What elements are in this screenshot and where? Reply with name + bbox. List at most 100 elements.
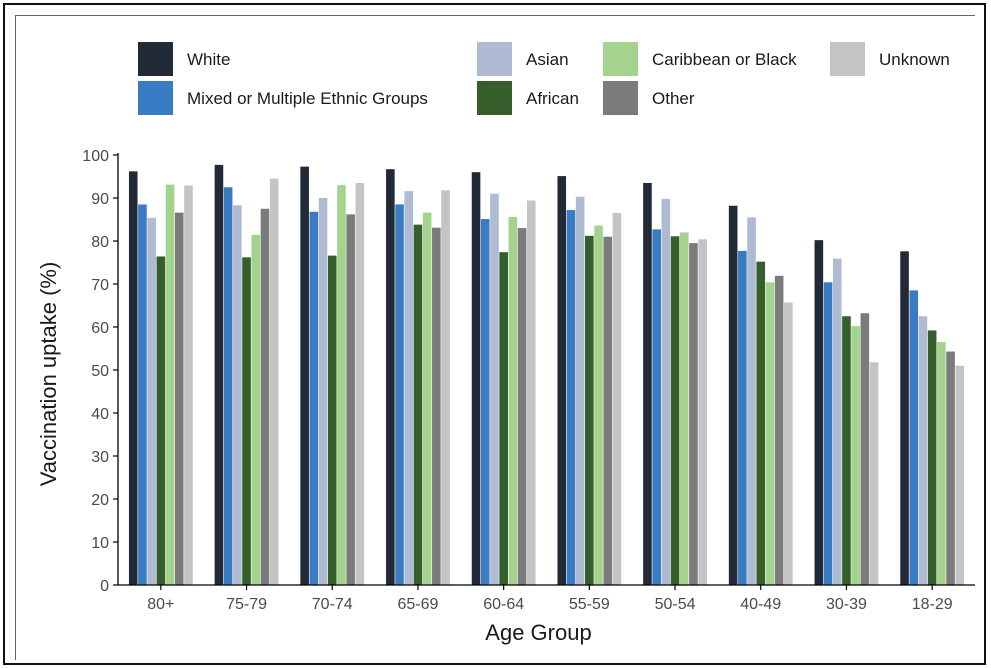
bar-caribbean-or-black-40-49 <box>765 282 775 585</box>
bar-mixed-or-multiple-ethnic-groups-70-74 <box>309 211 319 585</box>
bar-unknown-18-29 <box>955 365 965 585</box>
bar-mixed-or-multiple-ethnic-groups-30-39 <box>823 282 833 585</box>
bar-mixed-or-multiple-ethnic-groups-75-79 <box>223 187 233 585</box>
chart-legend: White Mixed or Multiple Ethnic Groups Asia… <box>138 42 950 115</box>
legend-label-african: African <box>526 89 579 108</box>
legend-swatch-unknown <box>830 42 865 76</box>
bar-white-60-64 <box>471 172 481 585</box>
bar-asian-50-54 <box>661 198 671 586</box>
bar-african-75-79 <box>242 257 251 585</box>
legend-swatch-other <box>603 81 638 115</box>
bar-white-75-79 <box>214 164 224 585</box>
x-tick-label: 70-74 <box>312 596 353 613</box>
y-tick-label: 70 <box>91 277 109 294</box>
bar-other-60-64 <box>517 228 527 585</box>
bar-african-55-59 <box>585 235 594 585</box>
legend-label-other: Other <box>652 89 695 108</box>
legend-swatch-asian <box>477 42 512 76</box>
bar-asian-55-59 <box>575 196 585 585</box>
y-tick-label: 100 <box>82 148 109 165</box>
bar-caribbean-or-black-80 <box>165 184 175 586</box>
bar-white-55-59 <box>557 176 567 585</box>
bar-unknown-55-59 <box>612 213 622 586</box>
legend-label-asian: Asian <box>526 50 569 69</box>
y-tick-label: 40 <box>91 406 109 423</box>
y-tick-label: 10 <box>91 535 109 552</box>
bar-caribbean-or-black-50-54 <box>679 232 689 585</box>
bar-white-65-69 <box>386 169 395 585</box>
bar-unknown-65-69 <box>441 190 450 585</box>
bar-other-50-54 <box>689 243 698 585</box>
x-tick-label: 55-59 <box>569 596 610 613</box>
bar-caribbean-or-black-30-39 <box>851 326 860 585</box>
x-tick-label: 50-54 <box>655 596 696 613</box>
bar-asian-18-29 <box>918 316 928 585</box>
bar-unknown-70-74 <box>355 182 365 585</box>
legend-label-unknown: Unknown <box>879 50 950 69</box>
x-axis-label: Age Group <box>485 620 591 645</box>
bar-african-18-29 <box>927 330 937 585</box>
bar-other-80 <box>174 212 184 585</box>
bar-african-30-39 <box>842 316 851 585</box>
y-tick-label: 90 <box>91 191 109 208</box>
y-tick-label: 20 <box>91 492 109 509</box>
bar-african-60-64 <box>499 252 508 585</box>
bar-other-40-49 <box>774 275 784 585</box>
chart-panel <box>15 15 975 660</box>
bar-white-50-54 <box>643 182 652 585</box>
bar-asian-30-39 <box>832 258 842 585</box>
y-tick-label: 30 <box>91 449 109 466</box>
bar-asian-70-74 <box>318 198 328 585</box>
bar-other-18-29 <box>946 351 955 585</box>
y-tick-label: 80 <box>91 234 109 251</box>
bar-caribbean-or-black-70-74 <box>337 185 346 585</box>
bar-other-55-59 <box>603 236 613 585</box>
bar-mixed-or-multiple-ethnic-groups-80 <box>138 204 147 585</box>
bar-asian-65-69 <box>404 191 414 585</box>
bar-white-70-74 <box>300 166 309 586</box>
bar-caribbean-or-black-75-79 <box>251 234 261 586</box>
bar-unknown-80 <box>184 185 193 585</box>
bar-african-80 <box>156 256 166 585</box>
bar-mixed-or-multiple-ethnic-groups-40-49 <box>738 250 747 585</box>
y-tick-label: 0 <box>100 578 109 595</box>
legend-swatch-mixed-or-multiple-ethnic-groups <box>138 81 173 115</box>
bar-mixed-or-multiple-ethnic-groups-60-64 <box>480 219 490 585</box>
bar-unknown-60-64 <box>526 200 536 585</box>
x-tick-label: 60-64 <box>483 596 524 613</box>
bar-mixed-or-multiple-ethnic-groups-18-29 <box>909 290 919 585</box>
bar-white-40-49 <box>728 205 738 586</box>
bar-asian-40-49 <box>747 217 756 585</box>
x-tick-label: 80+ <box>147 596 174 613</box>
figure-frame <box>3 3 986 665</box>
bar-african-50-54 <box>670 236 680 585</box>
bar-white-80 <box>128 171 138 585</box>
bar-caribbean-or-black-55-59 <box>594 225 603 585</box>
bars-group <box>128 164 965 586</box>
bar-white-30-39 <box>814 240 824 585</box>
bar-caribbean-or-black-65-69 <box>422 212 432 585</box>
x-tick-label: 18-29 <box>912 596 953 613</box>
bar-caribbean-or-black-60-64 <box>508 216 518 586</box>
legend-swatch-african <box>477 81 512 115</box>
x-tick-label: 30-39 <box>826 596 867 613</box>
legend-label-caribbean-or-black: Caribbean or Black <box>652 50 797 69</box>
x-tick-label: 65-69 <box>397 596 438 613</box>
bar-unknown-40-49 <box>784 302 793 585</box>
bar-african-40-49 <box>756 261 766 585</box>
bar-african-65-69 <box>413 224 423 585</box>
bar-other-30-39 <box>860 313 870 585</box>
y-axis-label: Vaccination uptake (%) <box>36 262 61 487</box>
bar-other-65-69 <box>432 227 441 586</box>
legend-swatch-caribbean-or-black <box>603 42 638 76</box>
x-tick-label: 40-49 <box>740 596 781 613</box>
y-tick-label: 60 <box>91 320 109 337</box>
legend-label-mixed-or-multiple-ethnic-groups: Mixed or Multiple Ethnic Groups <box>187 89 428 108</box>
legend-swatch-white <box>138 42 173 76</box>
bar-unknown-30-39 <box>869 362 879 585</box>
x-axis: 80+ 75-79 70-74 65-69 60-64 55-59 50-54 40-49 30… <box>118 584 975 613</box>
bar-mixed-or-multiple-ethnic-groups-65-69 <box>395 204 404 585</box>
y-axis: 0 10 20 30 40 50 60 70 80 90 100 <box>82 148 119 595</box>
bar-caribbean-or-black-18-29 <box>937 342 946 585</box>
